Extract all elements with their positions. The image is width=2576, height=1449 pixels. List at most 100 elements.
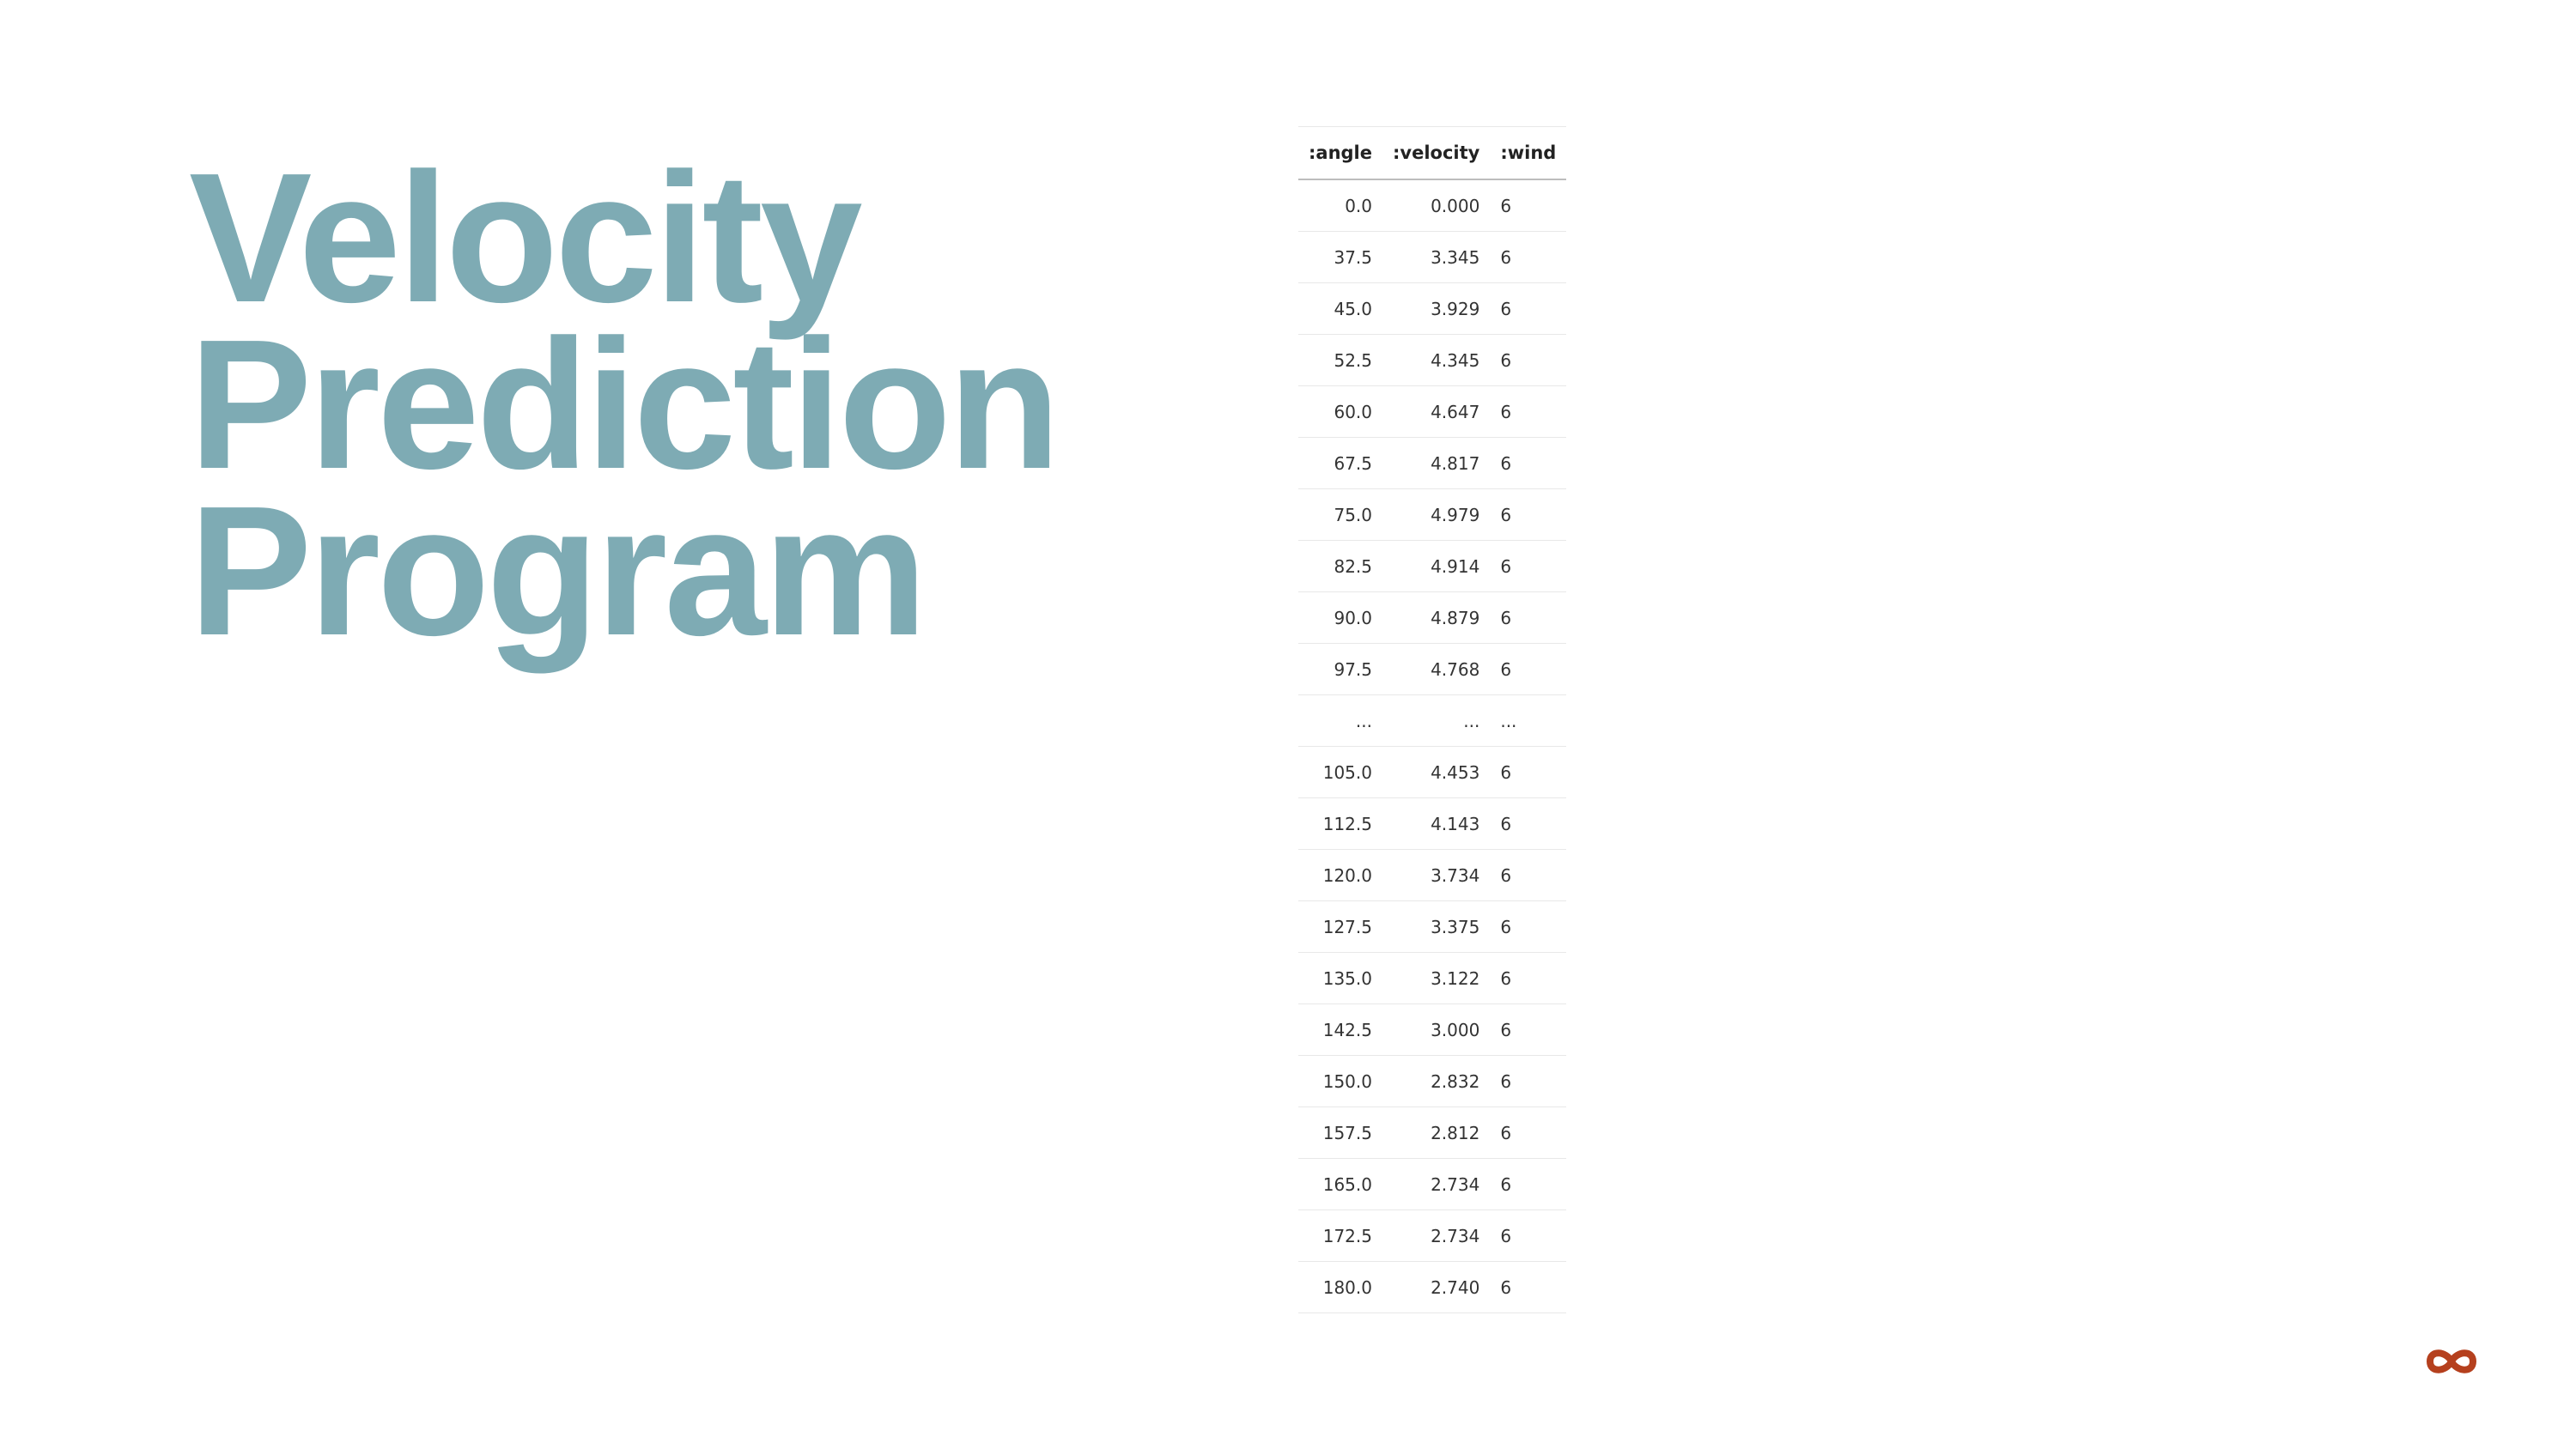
table-row: 157.5 2.812 6 <box>1298 1106 1567 1159</box>
table-row: 150.0 2.832 6 <box>1298 1055 1567 1107</box>
title-line-2: Prediction <box>189 300 1060 507</box>
cell-velocity: 4.817 <box>1382 437 1491 489</box>
cell-angle: 52.5 <box>1298 334 1382 386</box>
cell-wind: 6 <box>1490 385 1567 438</box>
velocity-data-table: :angle :velocity :wind 0.0 0.000 6 37.5 3.34… <box>1298 126 1567 1313</box>
table-row: 112.5 4.143 6 <box>1298 797 1567 850</box>
cell-angle: 112.5 <box>1298 797 1382 850</box>
cell-angle: 127.5 <box>1298 900 1382 953</box>
cell-velocity: 2.740 <box>1382 1261 1491 1313</box>
table-row: 67.5 4.817 6 <box>1298 437 1567 489</box>
column-header-angle: :angle <box>1298 126 1382 180</box>
cell-wind: 6 <box>1490 849 1567 901</box>
cell-wind: 6 <box>1490 1106 1567 1159</box>
table-row: 105.0 4.453 6 <box>1298 746 1567 798</box>
table-row: 75.0 4.979 6 <box>1298 488 1567 541</box>
cell-velocity: 4.345 <box>1382 334 1491 386</box>
cell-velocity: 3.375 <box>1382 900 1491 953</box>
cell-velocity: 0.000 <box>1382 179 1491 232</box>
cell-angle: 0.0 <box>1298 179 1382 232</box>
table-row: 135.0 3.122 6 <box>1298 952 1567 1004</box>
table-row: 90.0 4.879 6 <box>1298 591 1567 644</box>
cell-velocity: 4.143 <box>1382 797 1491 850</box>
cell-velocity: 3.734 <box>1382 849 1491 901</box>
cell-angle: 172.5 <box>1298 1210 1382 1262</box>
cell-wind: 6 <box>1490 591 1567 644</box>
column-header-wind: :wind <box>1490 126 1567 180</box>
cell-angle: ... <box>1298 694 1382 747</box>
cell-wind: 6 <box>1490 1003 1567 1056</box>
cell-angle: 37.5 <box>1298 231 1382 283</box>
cell-wind: 6 <box>1490 437 1567 489</box>
table-row: 82.5 4.914 6 <box>1298 540 1567 592</box>
cell-velocity: ... <box>1382 694 1491 747</box>
table-row: 97.5 4.768 6 <box>1298 643 1567 695</box>
cell-wind: 6 <box>1490 334 1567 386</box>
table-row: 0.0 0.000 6 <box>1298 179 1567 232</box>
cell-angle: 75.0 <box>1298 488 1382 541</box>
table-row: ......... <box>1298 694 1567 747</box>
table-row: 52.5 4.345 6 <box>1298 334 1567 386</box>
table-row: 120.0 3.734 6 <box>1298 849 1567 901</box>
cell-angle: 135.0 <box>1298 952 1382 1004</box>
cell-velocity: 2.734 <box>1382 1210 1491 1262</box>
cell-velocity: 4.647 <box>1382 385 1491 438</box>
table-row: 127.5 3.375 6 <box>1298 900 1567 953</box>
cell-wind: 6 <box>1490 952 1567 1004</box>
cell-wind: 6 <box>1490 488 1567 541</box>
cell-wind: 6 <box>1490 1210 1567 1262</box>
cell-velocity: 4.879 <box>1382 591 1491 644</box>
cell-angle: 60.0 <box>1298 385 1382 438</box>
cell-wind: 6 <box>1490 540 1567 592</box>
table-body: 0.0 0.000 6 37.5 3.345 6 45.0 3.929 6 52.5 4.345 6 6… <box>1298 179 1567 1313</box>
cell-velocity: 3.345 <box>1382 231 1491 283</box>
cell-wind: 6 <box>1490 1055 1567 1107</box>
cell-angle: 180.0 <box>1298 1261 1382 1313</box>
cell-angle: 67.5 <box>1298 437 1382 489</box>
cell-angle: 157.5 <box>1298 1106 1382 1159</box>
data-table-container: :angle :velocity :wind 0.0 0.000 6 37.5 3.34… <box>1298 126 1567 1313</box>
slide-title: Velocity Prediction Program <box>189 134 1060 674</box>
table-row: 142.5 3.000 6 <box>1298 1003 1567 1056</box>
column-header-velocity: :velocity <box>1382 126 1491 180</box>
table-row: 37.5 3.345 6 <box>1298 231 1567 283</box>
table-row: 165.0 2.734 6 <box>1298 1158 1567 1210</box>
table-row: 180.0 2.740 6 <box>1298 1261 1567 1313</box>
cell-velocity: 2.812 <box>1382 1106 1491 1159</box>
title-line-1: Velocity <box>189 134 863 341</box>
cell-angle: 105.0 <box>1298 746 1382 798</box>
cell-angle: 150.0 <box>1298 1055 1382 1107</box>
table-row: 172.5 2.734 6 <box>1298 1210 1567 1262</box>
cell-velocity: 4.979 <box>1382 488 1491 541</box>
infinity-logo-icon <box>2427 1349 2476 1373</box>
table-row: 45.0 3.929 6 <box>1298 282 1567 335</box>
cell-angle: 142.5 <box>1298 1003 1382 1056</box>
cell-angle: 82.5 <box>1298 540 1382 592</box>
cell-angle: 97.5 <box>1298 643 1382 695</box>
cell-velocity: 3.929 <box>1382 282 1491 335</box>
cell-velocity: 3.000 <box>1382 1003 1491 1056</box>
cell-wind: 6 <box>1490 900 1567 953</box>
cell-angle: 45.0 <box>1298 282 1382 335</box>
cell-wind: ... <box>1490 694 1567 747</box>
cell-velocity: 4.768 <box>1382 643 1491 695</box>
cell-angle: 120.0 <box>1298 849 1382 901</box>
cell-wind: 6 <box>1490 1158 1567 1210</box>
title-line-3: Program <box>189 467 927 674</box>
cell-velocity: 3.122 <box>1382 952 1491 1004</box>
cell-velocity: 4.914 <box>1382 540 1491 592</box>
cell-angle: 90.0 <box>1298 591 1382 644</box>
cell-velocity: 2.832 <box>1382 1055 1491 1107</box>
cell-wind: 6 <box>1490 643 1567 695</box>
cell-wind: 6 <box>1490 797 1567 850</box>
cell-wind: 6 <box>1490 746 1567 798</box>
cell-wind: 6 <box>1490 282 1567 335</box>
table-row: 60.0 4.647 6 <box>1298 385 1567 438</box>
cell-wind: 6 <box>1490 1261 1567 1313</box>
cell-wind: 6 <box>1490 231 1567 283</box>
cell-angle: 165.0 <box>1298 1158 1382 1210</box>
cell-velocity: 2.734 <box>1382 1158 1491 1210</box>
cell-velocity: 4.453 <box>1382 746 1491 798</box>
table-header-row: :angle :velocity :wind <box>1298 126 1567 180</box>
